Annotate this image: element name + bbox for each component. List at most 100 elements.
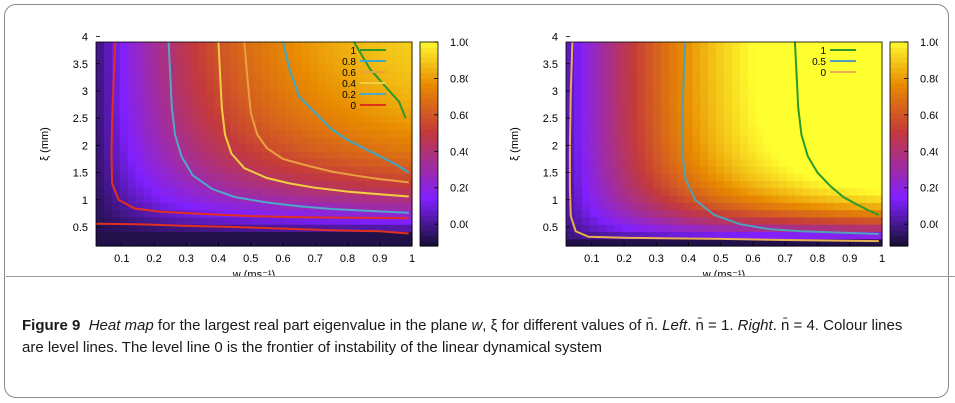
heatmap-cell	[731, 224, 741, 233]
heatmap-cell	[269, 122, 279, 131]
heatmap-cell	[621, 158, 630, 167]
heatmap-cell	[198, 100, 208, 109]
heatmap-cell	[597, 224, 607, 233]
heatmap-cell	[151, 63, 160, 72]
heatmap-cell	[637, 165, 646, 174]
heatmap-cell	[404, 107, 413, 116]
heatmap-cell	[621, 136, 630, 145]
heatmap-cell	[159, 202, 168, 211]
heatmap-cell	[755, 158, 765, 167]
heatmap-cell	[222, 63, 231, 72]
heatmap-cell	[731, 151, 741, 160]
heatmap-cell	[858, 238, 867, 247]
heatmap-cell	[246, 129, 255, 138]
heatmap-cell	[214, 165, 223, 174]
heatmap-cell	[348, 85, 358, 94]
heatmap-cell	[222, 49, 231, 58]
heatmap-cell	[803, 202, 812, 211]
heatmap-cell	[333, 42, 342, 50]
heatmap-cell	[858, 158, 867, 167]
heatmap-cell	[222, 42, 231, 50]
heatmap-cell	[372, 216, 381, 225]
heatmap-cell	[708, 85, 717, 94]
heatmap-cell	[182, 107, 192, 116]
heatmap-cell	[325, 49, 334, 58]
heatmap-cell	[850, 158, 859, 167]
heatmap-cell	[301, 158, 310, 167]
heatmap-cell	[716, 71, 725, 80]
heatmap-cell	[724, 71, 733, 80]
heatmap-cell	[787, 114, 796, 123]
heatmap-cell	[135, 158, 144, 167]
heatmap-cell	[356, 114, 366, 123]
heatmap-cell	[301, 93, 310, 101]
heatmap-cell	[771, 93, 780, 101]
heatmap-cell	[676, 49, 686, 58]
heatmap-cell	[214, 122, 223, 131]
heatmap-cell	[747, 180, 757, 189]
heatmap-cell	[589, 136, 599, 145]
colorbar-segment	[890, 189, 908, 196]
heatmap-cell	[143, 216, 152, 225]
heatmap-cell	[372, 238, 381, 247]
heatmap-cell	[333, 136, 342, 145]
heatmap-cell	[325, 151, 334, 160]
heatmap-cell	[198, 216, 208, 225]
heatmap-cell	[396, 56, 405, 65]
x-tick-label: 0.2	[616, 253, 631, 265]
heatmap-cell	[143, 231, 152, 240]
heatmap-cell	[151, 216, 160, 225]
heatmap-cell	[190, 180, 200, 189]
heatmap-cell	[818, 231, 828, 240]
heatmap-cell	[866, 42, 875, 50]
heatmap-cell	[167, 216, 176, 225]
heatmap-cell	[380, 49, 389, 58]
heatmap-cell	[826, 63, 836, 72]
colorbar-segment	[420, 113, 438, 120]
heatmap-cell	[182, 231, 192, 240]
heatmap-cell	[214, 71, 223, 80]
heatmap-cell	[96, 136, 105, 145]
heatmap-cell	[333, 224, 342, 233]
heatmap-cell	[222, 78, 231, 87]
heatmap-cell	[771, 151, 780, 160]
heatmap-cells	[566, 42, 883, 247]
heatmap-cell	[739, 231, 749, 240]
heatmap-cell	[589, 93, 599, 101]
heatmap-cell	[771, 42, 780, 50]
heatmap-cell	[589, 195, 599, 203]
heatmap-cell	[621, 63, 630, 72]
heatmap-cell	[716, 78, 725, 87]
heatmap-cell	[206, 195, 216, 203]
heatmap-cell	[119, 78, 129, 87]
heatmap-cell	[396, 107, 405, 116]
contour-legend: 10.50	[812, 46, 856, 79]
heatmap-cell	[301, 180, 310, 189]
heatmap-cell	[866, 85, 875, 94]
heatmap-cell	[810, 144, 820, 152]
heatmap-cell	[222, 173, 231, 182]
colorbar-segment	[890, 184, 908, 191]
heatmap-cell	[700, 100, 709, 109]
heatmap-cell	[206, 231, 216, 240]
heatmap-cell	[676, 238, 686, 247]
colorbar-segment	[420, 87, 438, 94]
legend-label: 0	[820, 68, 826, 79]
heatmap-cell	[269, 165, 279, 174]
heatmap-cell	[198, 224, 208, 233]
heatmap-cell	[573, 100, 583, 109]
heatmap-cell	[739, 173, 749, 182]
heatmap-cell	[834, 165, 844, 174]
colorbar-segment	[890, 77, 908, 84]
heatmap-cell	[692, 78, 701, 87]
heatmap-cell	[747, 93, 757, 101]
heatmap-cell	[652, 129, 662, 138]
heatmap-cell	[581, 180, 591, 189]
heatmap-cell	[348, 136, 358, 145]
heatmap-cell	[818, 151, 828, 160]
heatmap-cell	[708, 71, 717, 80]
heatmap-cell	[285, 216, 295, 225]
heatmap-cell	[404, 195, 413, 203]
heatmap-cell	[356, 209, 366, 218]
heatmap-cell	[834, 195, 844, 203]
